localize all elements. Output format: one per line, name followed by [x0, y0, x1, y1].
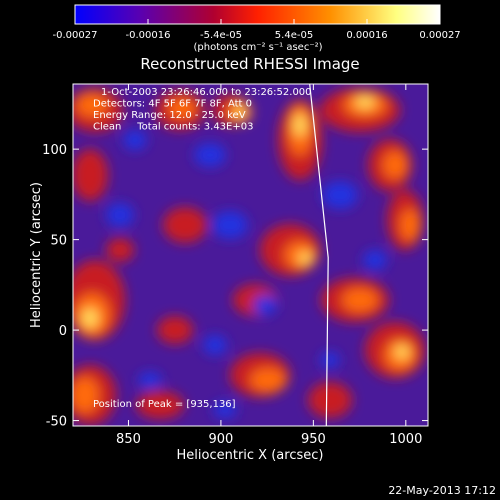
y-axis-ticks: -50 0 50 100 [42, 143, 428, 430]
colorbar-tick-label: -5.4e-05 [200, 30, 242, 41]
heatmap-image [73, 84, 428, 426]
info-line: Energy Range: 12.0 - 25.0 keV [93, 110, 246, 121]
info-line: Clean Total counts: 3.43E+03 [93, 122, 253, 133]
chart-title: Reconstructed RHESSI Image [140, 55, 359, 73]
y-tick-label: 100 [42, 143, 67, 158]
info-line: Detectors: 4F 5F 6F 7F 8F, Att 0 [93, 99, 252, 110]
colorbar-tick-label: -0.00016 [126, 30, 171, 41]
x-tick-label: 1000 [389, 432, 422, 447]
x-axis-label: Heliocentric X (arcsec) [177, 448, 324, 463]
x-tick-label: 950 [301, 432, 326, 447]
footer-date: 22-May-2013 17:12 [388, 484, 496, 497]
info-line: 1-Oct-2003 23:26:46.000 to 23:26:52.000 [101, 87, 312, 98]
x-tick-label: 900 [209, 432, 234, 447]
colorbar-tick-label: 5.4e-05 [275, 30, 313, 41]
y-tick-label: -50 [46, 415, 67, 430]
plot-frame [72, 83, 429, 427]
y-axis-label: Heliocentric Y (arcsec) [29, 182, 44, 328]
colorbar-label: (photons cm⁻² s⁻¹ asec⁻²) [193, 42, 322, 53]
peak-position-text: Position of Peak = [935,136] [93, 399, 236, 410]
x-axis-ticks: 850 900 950 1000 [116, 84, 422, 447]
colorbar-tick-label: 0.00027 [419, 30, 460, 41]
colorbar [74, 4, 441, 25]
info-text: 1-Oct-2003 23:26:46.000 to 23:26:52.000D… [93, 87, 312, 133]
colorbar-tick-label: -0.00027 [53, 30, 98, 41]
y-tick-label: 50 [50, 234, 67, 249]
colorbar-tick-label: 0.00016 [346, 30, 387, 41]
colorbar-ticks: -0.00027 -0.00016 -5.4e-05 5.4e-05 0.00016 0.… [53, 19, 461, 41]
y-tick-label: 0 [59, 324, 67, 339]
x-tick-label: 850 [116, 432, 141, 447]
solar-limb-line [309, 84, 329, 426]
